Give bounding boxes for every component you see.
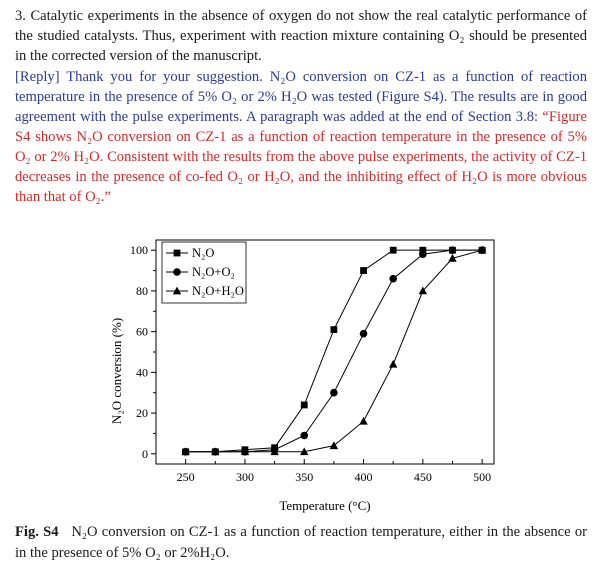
- caption-label: Fig. S4: [15, 524, 59, 540]
- data-point: [329, 441, 339, 450]
- legend-marker: [172, 286, 182, 295]
- data-point: [389, 246, 397, 254]
- caption-text: N₂O conversion on CZ-1 as a function of …: [15, 524, 587, 561]
- legend-marker: [173, 268, 181, 276]
- figure-caption: Fig. S4 N₂O conversion on CZ-1 as a func…: [15, 522, 587, 564]
- data-point: [359, 416, 368, 425]
- data-point: [388, 359, 398, 368]
- legend-marker: [173, 249, 181, 257]
- data-point: [181, 447, 190, 456]
- y-tick-label: 20: [136, 406, 148, 420]
- data-point: [360, 267, 367, 274]
- data-point: [240, 447, 250, 456]
- reply-text: Thank you for your suggestion. N₂O conve…: [15, 69, 587, 125]
- x-tick-label: 450: [414, 470, 432, 484]
- x-tick-label: 250: [177, 470, 195, 484]
- data-point: [270, 447, 279, 456]
- author-reply: [Reply] Thank you for your suggestion. N…: [15, 67, 587, 207]
- y-tick-label: 60: [136, 325, 148, 339]
- reviewer-comment: 3. Catalytic experiments in the absence …: [15, 6, 587, 66]
- data-point: [477, 245, 487, 254]
- conversion-chart: 250 300 350 400 450 500 0 20 40 60 80 100 N₂O N₂O+O₂…: [109, 239, 495, 513]
- data-point: [418, 286, 428, 295]
- data-point: [330, 388, 338, 397]
- y-tick-label: 100: [130, 243, 148, 257]
- x-tick-label: 350: [295, 470, 313, 484]
- data-point: [330, 326, 338, 333]
- data-point: [300, 431, 309, 440]
- y-tick-label: 80: [136, 284, 148, 298]
- x-tick-label: 400: [355, 470, 373, 484]
- comment-number: 3.: [15, 8, 26, 24]
- comment-text: Catalytic experiments in the absence of …: [15, 8, 587, 64]
- y-axis-label: N₂O conversion (%): [109, 318, 124, 424]
- y-tick-label: 0: [142, 447, 148, 461]
- reply-tag: [Reply]: [15, 69, 60, 85]
- series-3: [181, 245, 487, 456]
- data-point: [211, 447, 220, 456]
- data-point: [419, 246, 427, 254]
- data-point: [300, 447, 309, 456]
- legend-label: N₂O+H₂O: [192, 284, 244, 298]
- data-point: [359, 329, 368, 338]
- data-point: [419, 250, 427, 259]
- x-tick-label: 300: [236, 470, 254, 484]
- x-tick-label: 500: [473, 470, 491, 484]
- reply-quote: “Figure S4 shows N₂O conversion on CZ-1 …: [15, 109, 587, 205]
- legend-label: N₂O: [192, 246, 214, 260]
- y-tick-label: 40: [136, 365, 148, 379]
- data-point: [300, 401, 308, 409]
- x-axis-label: Temperature (°C): [279, 498, 370, 513]
- data-point: [448, 246, 457, 254]
- data-point: [448, 253, 457, 262]
- data-point: [389, 274, 397, 283]
- legend-label: N₂O+O₂: [192, 265, 235, 279]
